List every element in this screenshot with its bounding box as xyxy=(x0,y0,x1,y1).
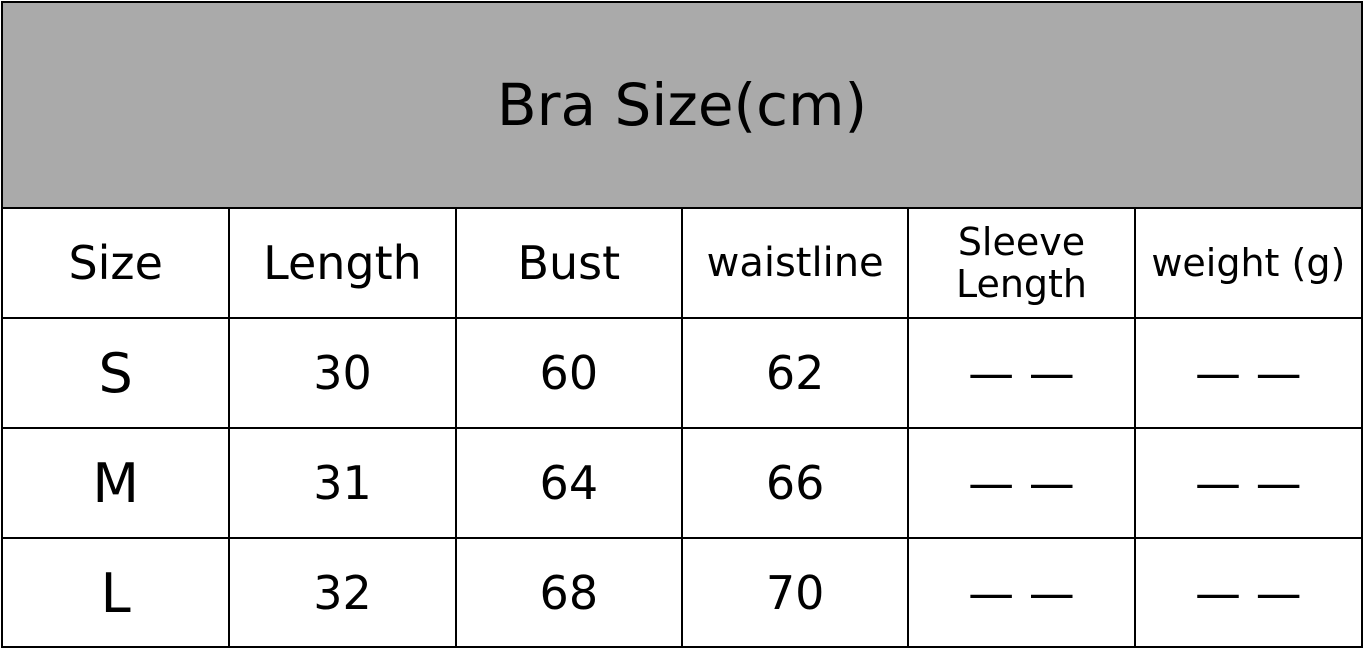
header-row: Size Length Bust waistline Sleeve Length… xyxy=(3,209,1361,319)
table-cell: 68 xyxy=(454,537,683,647)
table-cell: 32 xyxy=(228,537,457,647)
size-cell: L xyxy=(3,537,231,647)
table-cell: 64 xyxy=(454,427,683,539)
table-cell: — — xyxy=(1133,317,1361,429)
header-cell: Size xyxy=(3,209,231,319)
table-cell: 31 xyxy=(228,427,457,539)
table-row: L 32 68 70 — — — — xyxy=(3,537,1361,647)
header-cell: Length xyxy=(228,209,457,319)
header-cell: Sleeve Length xyxy=(907,209,1136,319)
size-cell: S xyxy=(3,317,231,429)
chart-title: Bra Size(cm) xyxy=(3,3,1361,209)
table-cell: 66 xyxy=(680,427,910,539)
table-cell: 30 xyxy=(228,317,457,429)
size-table: Size Length Bust waistline Sleeve Length… xyxy=(3,209,1361,647)
table-cell: — — xyxy=(907,317,1136,429)
table-row: M 31 64 66 — — — — xyxy=(3,427,1361,539)
size-cell: M xyxy=(3,427,231,539)
table-cell: 60 xyxy=(454,317,683,429)
table-cell: — — xyxy=(907,427,1136,539)
header-cell: Bust xyxy=(454,209,683,319)
header-cell: weight (g) xyxy=(1133,209,1361,319)
table-cell: — — xyxy=(1133,537,1361,647)
table-cell: — — xyxy=(907,537,1136,647)
table-cell: — — xyxy=(1133,427,1361,539)
table-row: S 30 60 62 — — — — xyxy=(3,317,1361,429)
header-cell: waistline xyxy=(680,209,910,319)
table-cell: 70 xyxy=(680,537,910,647)
table-cell: 62 xyxy=(680,317,910,429)
